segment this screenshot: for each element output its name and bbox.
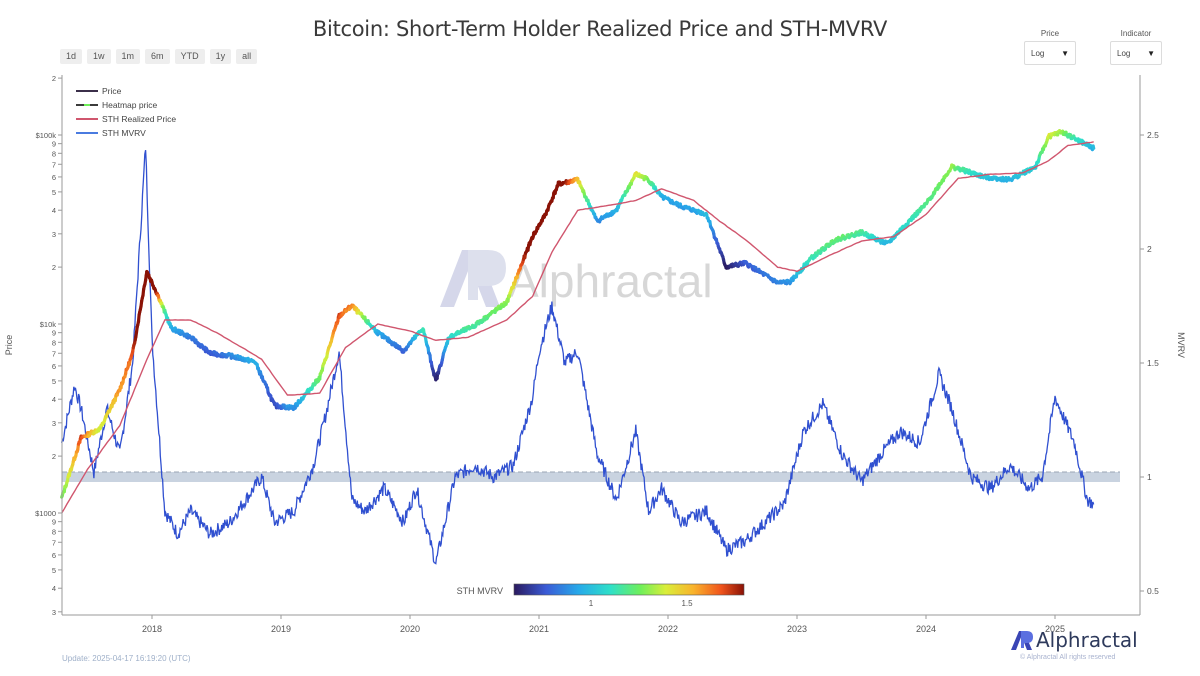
svg-text:2025: 2025	[1045, 624, 1065, 634]
svg-text:7: 7	[52, 160, 56, 169]
svg-text:3: 3	[52, 608, 56, 617]
range-1d-button[interactable]: 1d	[60, 49, 83, 64]
svg-text:Heatmap price: Heatmap price	[102, 100, 158, 110]
svg-text:9: 9	[52, 329, 56, 338]
caret-down-icon: ▼	[1061, 48, 1069, 58]
svg-text:5: 5	[52, 188, 56, 197]
indicator-scale-control: Indicator Log ▼	[1110, 29, 1162, 65]
svg-text:2018: 2018	[142, 624, 162, 634]
svg-text:5: 5	[52, 377, 56, 386]
svg-text:Price: Price	[102, 86, 122, 96]
x-axis-ticks: 2018 2019 2020 2021 2022 2023 2024 2025	[142, 615, 1065, 634]
svg-text:STH MVRV: STH MVRV	[102, 128, 146, 138]
colorbar-tick: 1	[589, 599, 594, 608]
svg-text:6: 6	[52, 173, 56, 182]
svg-text:STH Realized Price: STH Realized Price	[102, 114, 176, 124]
heatmap-price-line	[60, 129, 1096, 499]
svg-text:1: 1	[1147, 472, 1152, 482]
range-selector: 1d 1w 1m 6m YTD 1y all	[60, 49, 258, 64]
svg-text:$100k: $100k	[36, 131, 57, 140]
indicator-scale-label: Indicator	[1120, 29, 1152, 38]
sth-realized-price-line	[61, 141, 1094, 514]
range-1w-button[interactable]: 1w	[87, 49, 111, 64]
colorbar-label: STH MVRV	[457, 586, 503, 596]
price-scale-value: Log	[1031, 48, 1045, 58]
svg-text:3: 3	[52, 419, 56, 428]
caret-down-icon: ▼	[1147, 48, 1155, 58]
watermark-text: Alphractal	[508, 255, 713, 307]
svg-text:7: 7	[52, 538, 56, 547]
y-axis-label: Price	[4, 335, 14, 356]
copyright: © Alphractal All rights reserved	[1020, 654, 1116, 661]
svg-text:0.5: 0.5	[1147, 586, 1159, 596]
svg-text:2: 2	[52, 263, 56, 272]
range-1y-button[interactable]: 1y	[209, 49, 232, 64]
svg-text:5: 5	[52, 566, 56, 575]
svg-text:1.5: 1.5	[1147, 358, 1159, 368]
y2-axis-label: MVRV	[1176, 332, 1186, 358]
svg-text:4: 4	[52, 206, 56, 215]
price-scale-label: Price	[1040, 29, 1060, 38]
legend-item-price[interactable]: Price	[76, 86, 122, 96]
svg-text:2: 2	[52, 74, 56, 83]
svg-text:2.5: 2.5	[1147, 130, 1159, 140]
watermark: Alphractal	[440, 250, 713, 307]
svg-text:3: 3	[52, 230, 56, 239]
indicator-scale-value: Log	[1117, 48, 1131, 58]
range-all-button[interactable]: all	[236, 49, 258, 64]
svg-text:6: 6	[52, 551, 56, 560]
svg-text:$10k: $10k	[40, 320, 57, 329]
svg-text:7: 7	[52, 349, 56, 358]
svg-text:2020: 2020	[400, 624, 420, 634]
legend-item-heatmap-price[interactable]: Heatmap price	[76, 100, 158, 110]
svg-text:2021: 2021	[529, 624, 549, 634]
svg-text:2019: 2019	[271, 624, 291, 634]
svg-text:4: 4	[52, 584, 56, 593]
colorbar: STH MVRV 1 1.5	[457, 583, 745, 608]
range-1m-button[interactable]: 1m	[115, 49, 141, 64]
chart-title: Bitcoin: Short-Term Holder Realized Pric…	[312, 17, 888, 41]
svg-text:2: 2	[52, 452, 56, 461]
legend-item-sth-realized-price[interactable]: STH Realized Price	[76, 114, 176, 124]
svg-text:2023: 2023	[787, 624, 807, 634]
colorbar-tick: 1.5	[681, 599, 693, 608]
watermark-logo-icon	[440, 250, 500, 307]
svg-text:9: 9	[52, 518, 56, 527]
price-scale-control: Price Log ▼	[1024, 29, 1076, 65]
svg-text:8: 8	[52, 527, 56, 536]
svg-text:8: 8	[52, 338, 56, 347]
svg-text:8: 8	[52, 149, 56, 158]
brand-name: Alphractal	[1036, 628, 1138, 652]
legend-item-sth-mvrv[interactable]: STH MVRV	[76, 128, 146, 138]
svg-text:6: 6	[52, 362, 56, 371]
svg-text:2024: 2024	[916, 624, 936, 634]
price-scale-dropdown[interactable]: Log ▼	[1024, 41, 1076, 65]
sth-mvrv-line	[61, 149, 1095, 565]
range-6m-button[interactable]: 6m	[145, 49, 170, 64]
range-ytd-button[interactable]: YTD	[174, 49, 205, 64]
alphractal-logo-icon	[1011, 631, 1033, 650]
svg-text:$1000: $1000	[35, 509, 56, 518]
svg-text:4: 4	[52, 395, 56, 404]
right-axis-ticks: 0.5 1 1.5 2 2.5	[1140, 130, 1159, 596]
indicator-scale-dropdown[interactable]: Log ▼	[1110, 41, 1162, 65]
legend: Price Heatmap price STH Realized Price S…	[76, 86, 176, 138]
svg-text:2: 2	[1147, 244, 1152, 254]
svg-text:9: 9	[52, 140, 56, 149]
svg-text:2022: 2022	[658, 624, 678, 634]
brand-logo: Alphractal	[1010, 628, 1138, 652]
update-timestamp: Update: 2025-04-17 16:19:20 (UTC)	[62, 654, 191, 663]
mvrv-reference-band	[62, 472, 1120, 482]
